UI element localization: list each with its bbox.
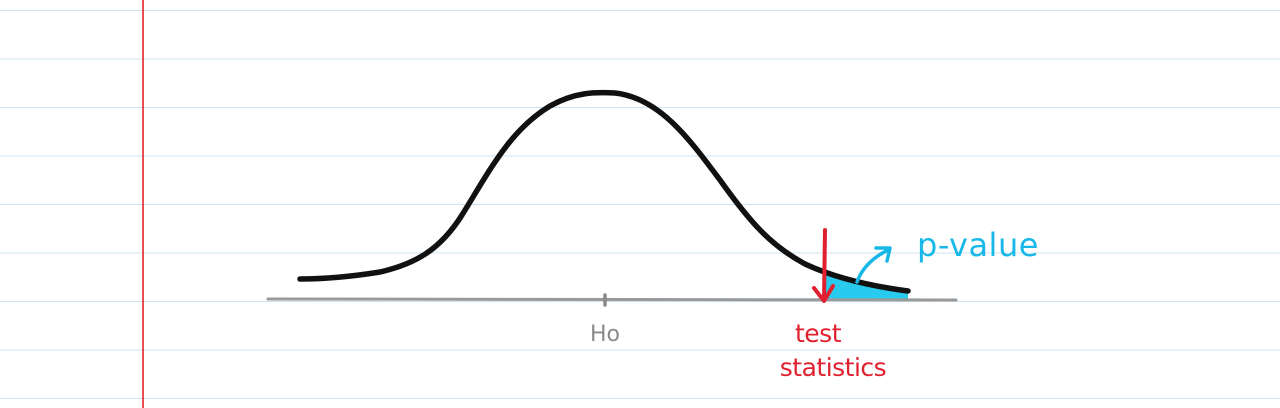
mean-label: Ho — [590, 322, 620, 347]
bell-curve — [297, 89, 911, 294]
x-axis — [266, 297, 958, 302]
p-value-arrow — [855, 246, 892, 284]
p-value-label: p-value — [917, 226, 1039, 264]
test-statistic-label-line1: test — [795, 319, 842, 348]
test-statistic-label-line2: statistics — [780, 353, 886, 382]
test-statistic-arrow — [812, 228, 835, 303]
